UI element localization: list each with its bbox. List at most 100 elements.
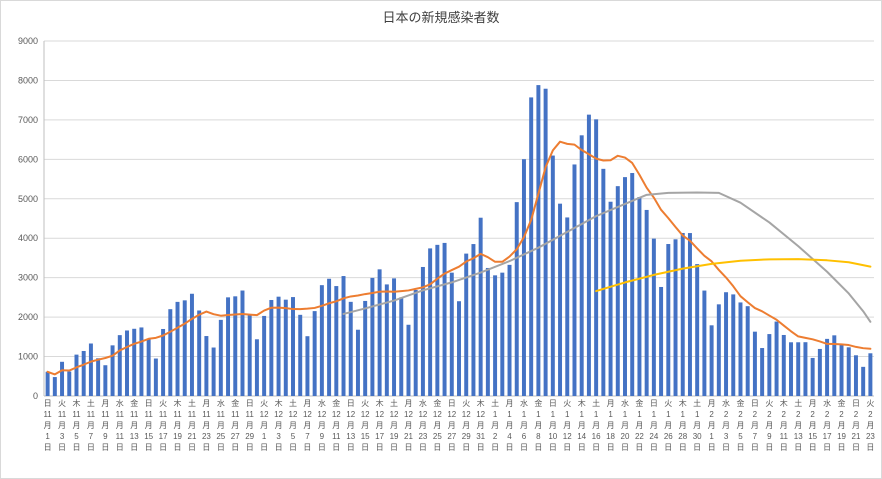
x-tick-label: 火 12 月 1 日 bbox=[260, 399, 269, 452]
bar bbox=[796, 342, 801, 396]
x-tick-label: 水 12 月 23 日 bbox=[418, 398, 427, 452]
bar bbox=[305, 336, 310, 396]
bar bbox=[471, 244, 476, 396]
bar bbox=[680, 232, 685, 396]
y-tick-label: 7000 bbox=[18, 115, 38, 125]
bar bbox=[413, 289, 418, 396]
bar bbox=[45, 371, 50, 396]
bar bbox=[853, 355, 858, 396]
bar bbox=[478, 217, 483, 396]
bar bbox=[60, 361, 65, 396]
bar bbox=[803, 342, 808, 396]
bar bbox=[832, 335, 837, 396]
bar bbox=[846, 347, 851, 396]
bars-group bbox=[45, 85, 873, 397]
bar bbox=[146, 339, 151, 396]
x-tick-label: 月 11 月 23 日 bbox=[202, 399, 211, 452]
bar bbox=[117, 335, 122, 396]
x-tick-label: 木 1 月 14 日 bbox=[577, 398, 586, 452]
y-tick-label: 8000 bbox=[18, 75, 38, 85]
x-tick-label: 金 2 月 19 日 bbox=[837, 398, 846, 452]
x-tick-label: 火 11 月 17 日 bbox=[159, 399, 168, 452]
bar bbox=[435, 244, 440, 396]
x-tick-label: 火 2 月 23 日 bbox=[866, 399, 875, 452]
bar bbox=[161, 328, 166, 396]
bar bbox=[637, 197, 642, 396]
bar bbox=[52, 377, 57, 396]
x-tick-label: 月 12 月 21 日 bbox=[404, 399, 413, 452]
bar bbox=[406, 324, 411, 396]
bar bbox=[464, 253, 469, 396]
bar bbox=[630, 173, 635, 396]
y-tick-label: 1000 bbox=[18, 352, 38, 362]
bar bbox=[132, 328, 137, 396]
bar bbox=[240, 290, 245, 396]
bar bbox=[139, 327, 144, 396]
bar bbox=[298, 314, 303, 396]
x-tick-label: 火 12 月 29 日 bbox=[462, 399, 471, 452]
y-tick-label: 5000 bbox=[18, 194, 38, 204]
x-tick-label: 火 1 月 26 日 bbox=[664, 399, 673, 452]
bar bbox=[276, 296, 281, 396]
bar bbox=[659, 286, 664, 396]
x-tick-label: 土 12 月 5 日 bbox=[289, 398, 298, 452]
y-tick-label: 6000 bbox=[18, 154, 38, 164]
y-tick-label: 9000 bbox=[18, 36, 38, 46]
x-tick-label: 日 11 月 29 日 bbox=[245, 399, 254, 452]
bar bbox=[428, 248, 433, 396]
x-tick-label: 木 2 月 11 日 bbox=[780, 398, 789, 452]
bar bbox=[550, 155, 555, 396]
bar bbox=[449, 272, 454, 396]
bar bbox=[695, 264, 700, 396]
bar bbox=[168, 309, 173, 396]
bar bbox=[233, 296, 238, 396]
bar bbox=[839, 344, 844, 396]
x-tick-label: 日 12 月 13 日 bbox=[346, 399, 355, 452]
y-tick-label: 2000 bbox=[18, 312, 38, 322]
bar bbox=[521, 159, 526, 396]
bar bbox=[558, 203, 563, 396]
bar bbox=[204, 336, 209, 396]
bar bbox=[601, 168, 606, 396]
x-tick-label: 土 1 月 30 日 bbox=[693, 398, 702, 452]
bar bbox=[189, 293, 194, 396]
y-tick-label: 3000 bbox=[18, 273, 38, 283]
x-tick-label: 火 11 月 3 日 bbox=[58, 399, 67, 452]
x-tick-label: 月 11 月 9 日 bbox=[101, 399, 110, 452]
x-tick-label: 木 12 月 3 日 bbox=[274, 398, 283, 452]
bar bbox=[399, 297, 404, 396]
bar bbox=[760, 348, 765, 396]
bar bbox=[370, 277, 375, 396]
x-tick-label: 金 11 月 27 日 bbox=[231, 398, 240, 452]
x-tick-label: 木 12 月 31 日 bbox=[476, 398, 485, 452]
bar bbox=[745, 306, 750, 396]
x-tick-label: 水 2 月 17 日 bbox=[823, 398, 832, 452]
x-tick-label: 木 11 月 19 日 bbox=[173, 398, 182, 452]
bar bbox=[341, 276, 346, 396]
bar bbox=[825, 338, 830, 396]
bar bbox=[572, 164, 577, 396]
x-tick-label: 日 1 月 24 日 bbox=[649, 399, 658, 452]
bar bbox=[384, 284, 389, 396]
bar bbox=[420, 266, 425, 396]
bar bbox=[485, 267, 490, 396]
bar bbox=[565, 217, 570, 396]
bar bbox=[536, 85, 541, 397]
bar bbox=[283, 299, 288, 396]
bar bbox=[319, 285, 324, 396]
x-tick-label: 土 11 月 21 日 bbox=[188, 398, 197, 452]
chart-title: 日本の新規感染者数 bbox=[382, 10, 499, 25]
y-tick-label: 4000 bbox=[18, 233, 38, 243]
x-tick-label: 日 1 月 10 日 bbox=[548, 399, 557, 452]
bar bbox=[781, 334, 786, 396]
bar bbox=[125, 330, 129, 396]
bar bbox=[608, 201, 613, 396]
x-tick-label: 日 11 月 15 日 bbox=[144, 399, 153, 452]
bar bbox=[493, 275, 498, 396]
bar bbox=[218, 319, 223, 396]
